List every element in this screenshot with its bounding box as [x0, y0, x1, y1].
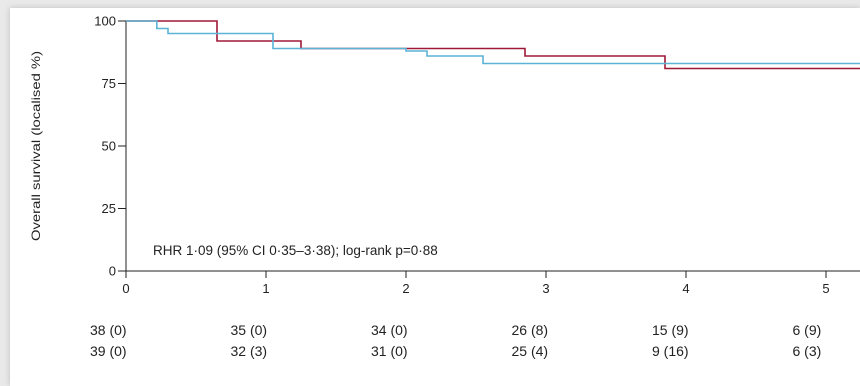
risk-table-cell: 25 (4) — [512, 343, 549, 359]
x-tick-label: 2 — [402, 281, 409, 296]
risk-table-cell: 26 (8) — [512, 322, 549, 338]
y-tick-label: 75 — [102, 76, 116, 91]
risk-table-cell: 39 (0) — [90, 343, 127, 359]
risk-table-cell: 34 (0) — [371, 322, 408, 338]
chart-panel: 0 25 50 75 100 0 1 2 3 4 5 Overall survival (locali… — [10, 8, 860, 386]
statistics-annotation: RHR 1·09 (95% CI 0·35–3·38); log-rank p=… — [153, 243, 438, 258]
risk-table-cell: 6 (9) — [793, 322, 822, 338]
risk-table-cell: 9 (16) — [652, 343, 689, 359]
x-tick-label: 5 — [822, 281, 829, 296]
y-axis-label: Overall survival (localised %) — [29, 51, 43, 241]
survival-chart: 0 25 50 75 100 0 1 2 3 4 5 Overall survival (locali… — [29, 14, 860, 359]
risk-table-cell: 15 (9) — [652, 322, 689, 338]
risk-table-cell: 31 (0) — [371, 343, 408, 359]
survival-curve-1 — [126, 20, 860, 70]
risk-table-cell: 35 (0) — [231, 322, 268, 338]
x-tick-label: 0 — [122, 281, 129, 296]
y-tick-label: 100 — [94, 14, 116, 29]
risk-table-cell: 38 (0) — [90, 322, 127, 338]
survival-curve-2 — [126, 20, 860, 65]
y-tick-label: 50 — [102, 139, 116, 154]
risk-table-cell: 32 (3) — [231, 343, 268, 359]
x-tick-label: 3 — [542, 281, 549, 296]
y-tick-label: 0 — [109, 264, 116, 279]
risk-table-cell: 6 (3) — [793, 343, 822, 359]
y-tick-label: 25 — [102, 201, 116, 216]
x-tick-label: 1 — [262, 281, 269, 296]
x-tick-label: 4 — [682, 281, 689, 296]
